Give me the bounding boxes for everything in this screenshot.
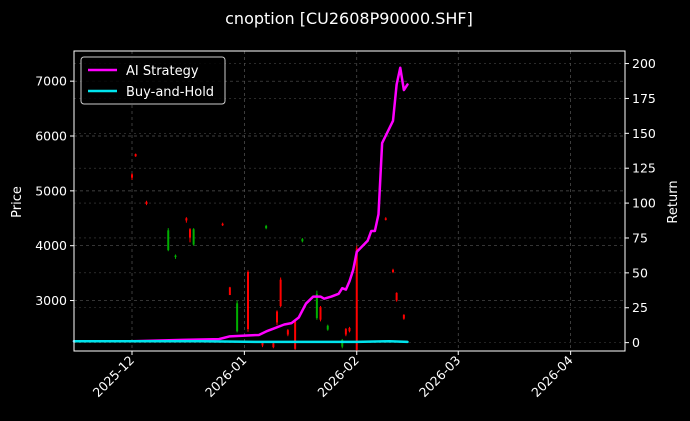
candle-body	[279, 279, 282, 307]
candle	[315, 290, 318, 320]
candle	[341, 338, 344, 349]
candle-body	[221, 223, 224, 226]
y-right-axis-label: Return	[666, 180, 681, 223]
candle	[344, 327, 347, 337]
y-right-tick-label: 200	[632, 56, 656, 71]
y-left-tick-label: 3000	[35, 293, 67, 308]
candle	[276, 310, 278, 326]
candle	[236, 300, 239, 333]
candle	[355, 245, 358, 351]
candle	[221, 222, 224, 226]
legend: AI Strategy Buy-and-Hold	[80, 56, 226, 105]
y-right-tick-label: 50	[632, 265, 648, 280]
candle	[395, 292, 398, 302]
candle-body	[228, 287, 231, 296]
candle-body	[174, 255, 177, 258]
candle-body	[236, 303, 239, 332]
candle-body	[261, 342, 264, 346]
candle	[326, 324, 329, 331]
legend-label-buy-and-hold: Buy-and-Hold	[126, 85, 214, 100]
candle-body	[301, 239, 304, 242]
y-left-tick-label: 7000	[35, 74, 67, 89]
candle-body	[265, 225, 268, 229]
candle-body	[326, 325, 329, 330]
candle-body	[319, 307, 322, 320]
candle-body	[286, 330, 289, 335]
candle	[189, 228, 191, 243]
y-right-axis-ticks: 0 25 50 75 100 125 150 175 200	[625, 56, 656, 350]
chart-title: cnoption [CU2608P90000.SHF]	[225, 9, 473, 28]
candle	[134, 153, 137, 157]
candle-body	[189, 229, 191, 238]
candle-body	[344, 329, 347, 335]
candle-body	[272, 343, 275, 348]
y-right-tick-label: 175	[632, 91, 656, 106]
candle	[384, 217, 387, 221]
candle-body	[167, 230, 170, 251]
candle-body	[247, 272, 249, 330]
candle	[392, 268, 394, 274]
y-right-tick-label: 25	[632, 300, 648, 315]
y-right-tick-label: 75	[632, 230, 648, 245]
candle-body	[134, 154, 137, 157]
candle	[192, 228, 195, 246]
candle	[294, 319, 297, 350]
candle	[279, 277, 282, 308]
candle-body	[185, 218, 188, 221]
y-right-tick-label: 0	[632, 335, 640, 350]
candle-body	[315, 293, 318, 319]
candle	[402, 314, 405, 320]
candle-body	[341, 340, 344, 347]
candle	[348, 326, 351, 333]
candle-body	[402, 314, 405, 319]
y-right-tick-label: 125	[632, 161, 656, 176]
candle	[247, 270, 249, 332]
candle-body	[192, 229, 195, 245]
legend-label-ai-strategy: AI Strategy	[126, 64, 199, 79]
candle	[286, 329, 289, 337]
candle	[145, 200, 148, 206]
y-left-tick-label: 5000	[35, 183, 67, 198]
candle	[131, 173, 133, 180]
candle	[265, 224, 268, 230]
series-line-buy-and-hold	[72, 339, 409, 344]
candle	[228, 286, 231, 296]
candle	[319, 306, 322, 322]
candle-body	[131, 174, 133, 178]
y-right-tick-label: 150	[632, 126, 656, 141]
series-line-ai-strategy	[72, 66, 409, 343]
series-lines	[72, 66, 409, 344]
candle	[185, 217, 188, 223]
y-left-tick-label: 6000	[35, 129, 67, 144]
candle	[167, 228, 170, 252]
candle-body	[355, 248, 358, 350]
candle-body	[395, 292, 398, 301]
candle-body	[392, 269, 394, 273]
candle-body	[384, 218, 387, 220]
y-right-tick-label: 100	[632, 196, 656, 211]
plot-frame	[73, 50, 626, 352]
candle-body	[145, 201, 148, 205]
y-left-axis-ticks: 3000 4000 5000 6000 7000	[35, 74, 74, 308]
y-left-tick-label: 4000	[35, 238, 67, 253]
candle	[174, 254, 177, 259]
candle-body	[276, 311, 278, 323]
candle-body	[294, 321, 297, 349]
y-left-axis-label: Price	[10, 186, 25, 218]
candle	[301, 238, 304, 243]
candle-body	[348, 327, 351, 332]
candle	[272, 342, 275, 349]
